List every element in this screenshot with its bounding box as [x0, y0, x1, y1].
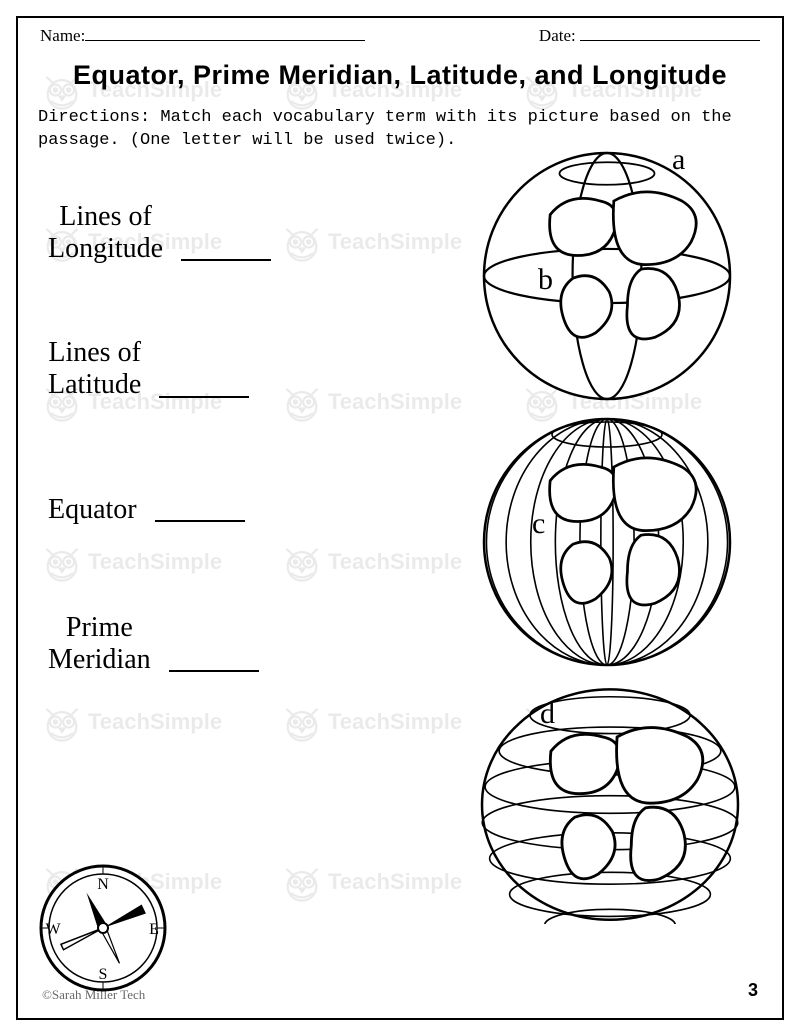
credit-text: ©Sarah Miller Tech [42, 987, 145, 1003]
globe-letter: c [532, 507, 545, 541]
globe-letter: a [672, 143, 685, 177]
worksheet-content: Name: Date: Equator, Prime Meridian, Lat… [16, 16, 784, 1020]
worksheet-title: Equator, Prime Meridian, Latitude, and L… [38, 60, 762, 91]
globe-equator_meridian: ab [482, 151, 762, 401]
globe-longitude: c [482, 417, 762, 667]
term-label: Lines ofLatitude [48, 337, 141, 401]
answer-blank[interactable] [155, 498, 245, 522]
header-row: Name: Date: [38, 26, 762, 46]
compass-s: S [99, 966, 108, 983]
answer-blank[interactable] [169, 648, 259, 672]
globe-letter: d [540, 697, 555, 731]
compass-w: W [45, 921, 61, 938]
globes-column: ab c d [402, 151, 762, 924]
page-number: 3 [748, 980, 758, 1001]
compass-n: N [97, 876, 109, 893]
name-label: Name: [40, 26, 85, 46]
globe-letter: b [538, 263, 553, 297]
answer-blank[interactable] [181, 237, 271, 261]
term-row: PrimeMeridian [48, 612, 348, 676]
globe-latitude: d [480, 685, 762, 924]
body-area: Lines ofLongitude Lines ofLatitude Equator… [38, 161, 762, 1001]
term-label: Equator [48, 494, 137, 526]
date-field: Date: [539, 26, 760, 46]
term-row: Lines ofLongitude [48, 201, 348, 265]
terms-column: Lines ofLongitude Lines ofLatitude Equator… [48, 201, 348, 676]
term-row: Equator [48, 494, 348, 526]
compass-e: E [149, 921, 159, 938]
term-label: PrimeMeridian [48, 612, 151, 676]
date-label: Date: [539, 26, 576, 46]
term-label: Lines ofLongitude [48, 201, 163, 265]
name-field: Name: [40, 26, 365, 46]
directions-text: Directions: Match each vocabulary term w… [38, 107, 762, 153]
answer-blank[interactable] [159, 374, 249, 398]
date-blank-line[interactable] [580, 27, 760, 41]
term-row: Lines ofLatitude [48, 337, 348, 401]
compass-icon: N S E W [38, 863, 168, 993]
name-blank-line[interactable] [85, 27, 365, 41]
